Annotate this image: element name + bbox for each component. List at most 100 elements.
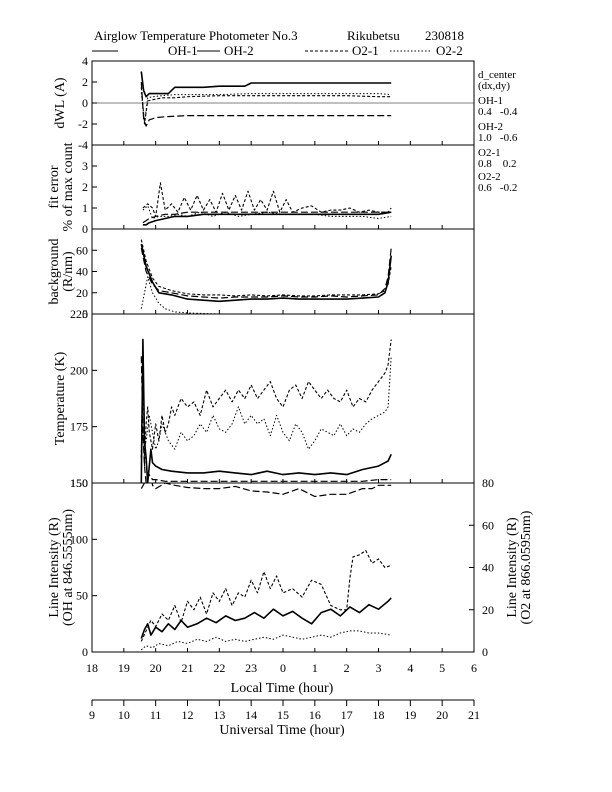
local-tick-label: 5 bbox=[439, 661, 445, 675]
local-tick-label: 6 bbox=[471, 661, 477, 675]
series-int-oh1 bbox=[140, 597, 392, 639]
ytick-label-int: 0 bbox=[82, 645, 88, 659]
yright-label2-int: (O2 at 866.0595nm) bbox=[519, 510, 534, 624]
series-temp-oh1 bbox=[140, 338, 392, 483]
d-center-name-o21: O2-1 bbox=[478, 147, 501, 159]
series-int-o21 bbox=[140, 550, 392, 642]
universal-tick-label: 12 bbox=[182, 708, 194, 722]
ylabel-fit: fit error bbox=[47, 165, 62, 208]
d-center-title: d_center bbox=[478, 69, 516, 81]
series-bg-oh1 bbox=[140, 243, 392, 303]
ytick-label-dwl: 2 bbox=[82, 75, 88, 89]
ytick-label-bg: 60 bbox=[76, 243, 88, 257]
local-tick-label: 23 bbox=[245, 661, 257, 675]
ytick-label-fit: 3 bbox=[82, 159, 88, 173]
panel-bg: 60 40 20 0 background (R/nm) bbox=[47, 228, 475, 321]
local-tick-label: 21 bbox=[182, 661, 194, 675]
ytick-label-bg: 20 bbox=[76, 286, 88, 300]
d-center-block: d_center (dx,dy) OH-1 0.4 -0.4 OH-2 1.0 … bbox=[478, 69, 518, 194]
universal-tick-label: 16 bbox=[309, 708, 321, 722]
legend-label-o21: O2-1 bbox=[352, 43, 379, 58]
ylabel2-bg: (R/nm) bbox=[61, 251, 76, 292]
ytick-label-int: 50 bbox=[76, 589, 88, 603]
series-temp-o21 bbox=[140, 339, 392, 467]
ytick-right-label-int: 0 bbox=[482, 645, 488, 659]
figure-title: Airglow Temperature Photometer No.3 bbox=[94, 28, 298, 43]
local-tick-label: 3 bbox=[376, 661, 382, 675]
universal-tick-label: 19 bbox=[404, 708, 416, 722]
ytick-right-label-int: 80 bbox=[482, 476, 494, 490]
d-center-name-oh1: OH-1 bbox=[478, 95, 503, 107]
ylabel2-int: (OH at 846.5555nm) bbox=[61, 509, 76, 626]
d-center-value-oh1: 0.4 -0.4 bbox=[478, 106, 518, 118]
ytick-label-bg: 0 bbox=[82, 307, 88, 321]
series-dwl-o21 bbox=[140, 87, 392, 125]
universal-time-label: Universal Time (hour) bbox=[219, 723, 345, 738]
ylabel-int: Line Intensity (R) bbox=[47, 517, 62, 618]
d-center-subtitle: (dx,dy) bbox=[478, 80, 510, 92]
ylabel-temp: Temperature (K) bbox=[53, 351, 68, 445]
series-dwl-oh2 bbox=[140, 81, 392, 127]
d-center-value-oh2: 1.0 -0.6 bbox=[478, 132, 518, 144]
figure-site: Rikubetsu bbox=[347, 28, 400, 43]
legend-label-oh1: OH-1 bbox=[168, 43, 198, 58]
yright-label-int: Line Intensity (R) bbox=[505, 517, 520, 618]
local-tick-label: 0 bbox=[280, 661, 286, 675]
universal-tick-label: 20 bbox=[436, 708, 448, 722]
series-int-o22 bbox=[140, 630, 392, 651]
ytick-label-dwl: 4 bbox=[82, 54, 88, 68]
ytick-label-int: 100 bbox=[70, 532, 88, 546]
ylabel-bg: background bbox=[47, 238, 62, 304]
series-fit-oh1 bbox=[142, 211, 392, 226]
ytick-label-temp: 225 bbox=[70, 307, 88, 321]
legend-label-o22: O2-2 bbox=[436, 43, 463, 58]
universal-tick-label: 17 bbox=[341, 708, 353, 722]
local-tick-label: 2 bbox=[344, 661, 350, 675]
series-temp-oh2 bbox=[140, 356, 392, 483]
d-center-name-oh2: OH-2 bbox=[478, 121, 503, 133]
ytick-label-temp: 150 bbox=[70, 476, 88, 490]
ytick-label-bg: 40 bbox=[76, 265, 88, 279]
x-axes: 18 19 20 21 22 23 0 1 2 3 4 5 69 10 11 12 13 14 15 16 17 18 19… bbox=[86, 661, 480, 722]
universal-tick-label: 13 bbox=[213, 708, 225, 722]
ytick-label-dwl: -2 bbox=[78, 117, 88, 131]
ytick-label-temp: 175 bbox=[70, 420, 88, 434]
ytick-label-fit: 2 bbox=[82, 180, 88, 194]
d-center-name-o22: O2-2 bbox=[478, 171, 501, 183]
panel-frame-fit bbox=[91, 144, 475, 230]
universal-tick-label: 11 bbox=[150, 708, 162, 722]
series-bg-o21 bbox=[140, 239, 392, 297]
universal-tick-label: 10 bbox=[118, 708, 130, 722]
ytick-right-label-int: 60 bbox=[482, 518, 494, 532]
ytick-label-dwl: -4 bbox=[78, 138, 88, 152]
universal-tick-label: 15 bbox=[277, 708, 289, 722]
figure-date: 230818 bbox=[425, 28, 464, 43]
ylabel-dwl: dWL (A) bbox=[53, 77, 68, 129]
series-dwl-oh1 bbox=[140, 71, 392, 98]
local-tick-label: 22 bbox=[213, 661, 225, 675]
series-bg-oh2 bbox=[140, 247, 392, 299]
d-center-value-o21: 0.8 0.2 bbox=[478, 158, 517, 170]
ytick-right-label-int: 40 bbox=[482, 561, 494, 575]
ytick-label-int: 150 bbox=[70, 476, 88, 490]
local-tick-label: 18 bbox=[86, 661, 98, 675]
series-fit-o21 bbox=[142, 182, 392, 217]
series-dwl-o22 bbox=[140, 92, 392, 123]
local-tick-label: 4 bbox=[407, 661, 413, 675]
universal-tick-label: 21 bbox=[468, 708, 480, 722]
series-fit-o22 bbox=[142, 205, 392, 219]
ylabel2-fit: % of max count bbox=[61, 142, 76, 231]
ytick-label-fit: 0 bbox=[82, 222, 88, 236]
legend: OH-1 OH-2 O2-1 O2-2 bbox=[92, 43, 463, 58]
ytick-label-dwl: 0 bbox=[82, 96, 88, 110]
legend-label-oh2: OH-2 bbox=[224, 43, 254, 58]
ytick-label-temp: 200 bbox=[70, 363, 88, 377]
panel-temp: 225 200 175 150 Temperature (K) bbox=[53, 307, 475, 490]
panel-frame-bg bbox=[91, 228, 475, 315]
panel-dwl: 4 2 0 -2 -4 dWL (A) bbox=[53, 54, 475, 152]
local-tick-label: 19 bbox=[118, 661, 130, 675]
local-tick-label: 1 bbox=[312, 661, 318, 675]
